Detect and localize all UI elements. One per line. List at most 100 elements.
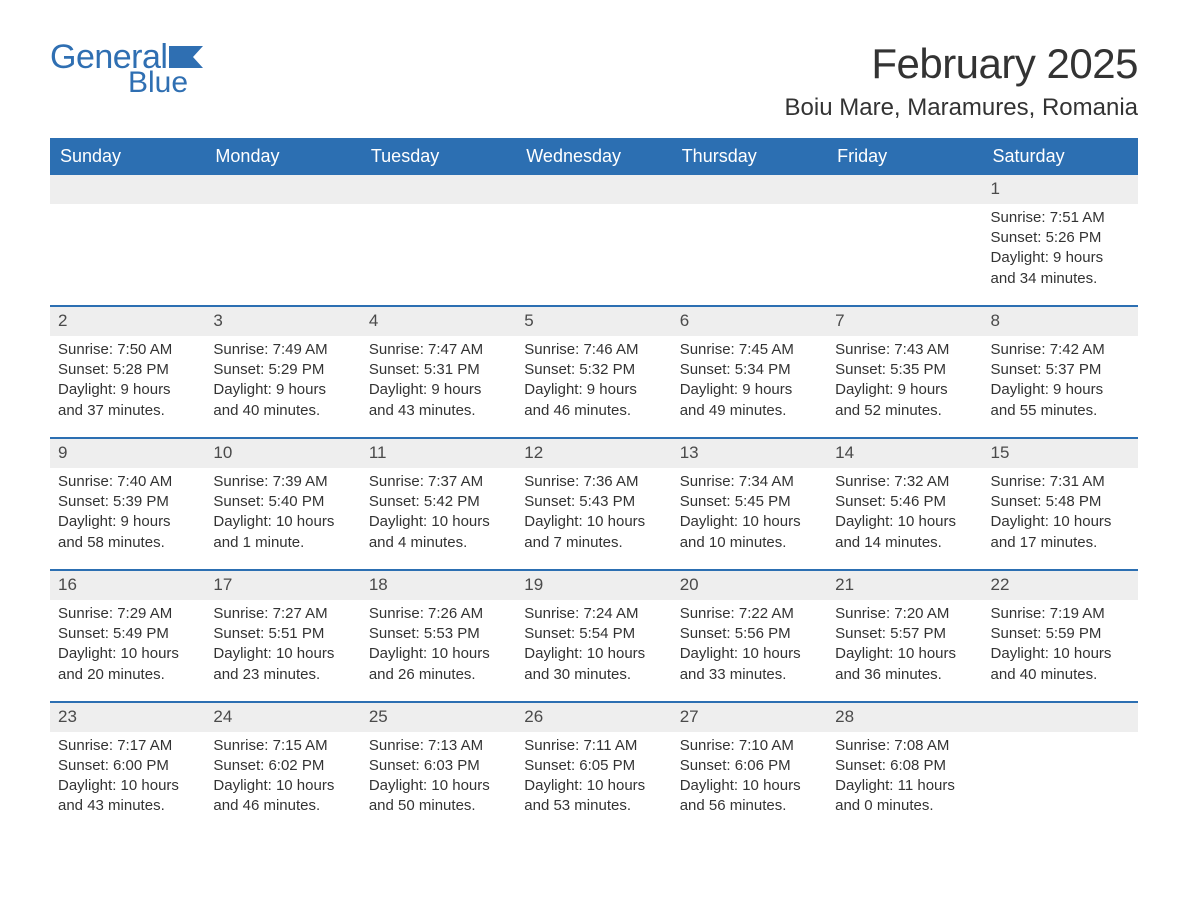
calendar-day-cell <box>983 703 1138 833</box>
day-number: 18 <box>361 571 516 600</box>
daylight-line: and 14 minutes. <box>835 533 974 553</box>
daylight-line: and 4 minutes. <box>369 533 508 553</box>
sunset-line: Sunset: 5:56 PM <box>680 624 819 644</box>
day-number: 6 <box>672 307 827 336</box>
calendar-day-cell: 28Sunrise: 7:08 AMSunset: 6:08 PMDayligh… <box>827 703 982 833</box>
logo-text-blue: Blue <box>128 68 203 98</box>
sunrise-line: Sunrise: 7:34 AM <box>680 472 819 492</box>
flag-icon <box>169 46 203 68</box>
daylight-line: and 10 minutes. <box>680 533 819 553</box>
calendar-header-cell: Friday <box>827 138 982 175</box>
daylight-line: Daylight: 10 hours <box>213 776 352 796</box>
sunrise-line: Sunrise: 7:11 AM <box>524 736 663 756</box>
sunrise-line: Sunrise: 7:32 AM <box>835 472 974 492</box>
daylight-line: Daylight: 11 hours <box>835 776 974 796</box>
day-number: 25 <box>361 703 516 732</box>
calendar-day-cell: 21Sunrise: 7:20 AMSunset: 5:57 PMDayligh… <box>827 571 982 701</box>
calendar-header-cell: Sunday <box>50 138 205 175</box>
sunrise-line: Sunrise: 7:50 AM <box>58 340 197 360</box>
sunrise-line: Sunrise: 7:37 AM <box>369 472 508 492</box>
calendar-day-cell: 25Sunrise: 7:13 AMSunset: 6:03 PMDayligh… <box>361 703 516 833</box>
calendar-day-cell: 5Sunrise: 7:46 AMSunset: 5:32 PMDaylight… <box>516 307 671 437</box>
sunrise-line: Sunrise: 7:43 AM <box>835 340 974 360</box>
daylight-line: and 34 minutes. <box>991 269 1130 289</box>
calendar-day-cell: 22Sunrise: 7:19 AMSunset: 5:59 PMDayligh… <box>983 571 1138 701</box>
day-number <box>516 175 671 204</box>
calendar-week: 2 Sunrise: 7:50 AMSunset: 5:28 PM Daylight… <box>50 305 1138 437</box>
calendar-day-cell: 13Sunrise: 7:34 AMSunset: 5:45 PMDayligh… <box>672 439 827 569</box>
calendar-day-cell: 12Sunrise: 7:36 AMSunset: 5:43 PMDayligh… <box>516 439 671 569</box>
day-number: 16 <box>50 571 205 600</box>
daylight-line: and 1 minute. <box>213 533 352 553</box>
daylight-line: and 37 minutes. <box>58 401 197 421</box>
daylight-line: Daylight: 10 hours <box>991 512 1130 532</box>
calendar-day-cell: 16Sunrise: 7:29 AMSunset: 5:49 PMDayligh… <box>50 571 205 701</box>
day-number: 19 <box>516 571 671 600</box>
sunset-line: Sunset: 5:32 PM <box>524 360 663 380</box>
day-number: 24 <box>205 703 360 732</box>
sunrise-line: Sunrise: 7:40 AM <box>58 472 197 492</box>
sunset-line: Sunset: 6:08 PM <box>835 756 974 776</box>
day-number: 4 <box>361 307 516 336</box>
daylight-line: and 58 minutes. <box>58 533 197 553</box>
day-number: 9 <box>50 439 205 468</box>
daylight-line: Daylight: 10 hours <box>835 512 974 532</box>
day-number <box>205 175 360 204</box>
daylight-line: and 26 minutes. <box>369 665 508 685</box>
sunset-line: Sunset: 5:54 PM <box>524 624 663 644</box>
logo: General Blue <box>50 40 203 98</box>
daylight-line: Daylight: 10 hours <box>524 776 663 796</box>
daylight-line: Daylight: 10 hours <box>680 644 819 664</box>
daylight-line: and 55 minutes. <box>991 401 1130 421</box>
sunset-line: Sunset: 5:31 PM <box>369 360 508 380</box>
day-number: 27 <box>672 703 827 732</box>
calendar-header-row: SundayMondayTuesdayWednesdayThursdayFrid… <box>50 138 1138 175</box>
daylight-line: and 56 minutes. <box>680 796 819 816</box>
day-number: 8 <box>983 307 1138 336</box>
calendar-day-cell: 1Sunrise: 7:51 AMSunset: 5:26 PMDaylight… <box>983 175 1138 305</box>
day-number: 28 <box>827 703 982 732</box>
calendar-day-cell: 14Sunrise: 7:32 AMSunset: 5:46 PMDayligh… <box>827 439 982 569</box>
day-number: 2 <box>50 307 205 336</box>
daylight-line: Daylight: 10 hours <box>58 644 197 664</box>
sunrise-line: Sunrise: 7:51 AM <box>991 208 1130 228</box>
calendar-day-cell: 11Sunrise: 7:37 AMSunset: 5:42 PMDayligh… <box>361 439 516 569</box>
daylight-line: Daylight: 10 hours <box>680 512 819 532</box>
daylight-line: and 52 minutes. <box>835 401 974 421</box>
day-number <box>361 175 516 204</box>
sunrise-line: Sunrise: 7:20 AM <box>835 604 974 624</box>
sunrise-line: Sunrise: 7:22 AM <box>680 604 819 624</box>
sunset-line: Sunset: 5:26 PM <box>991 228 1130 248</box>
sunrise-line: Sunrise: 7:17 AM <box>58 736 197 756</box>
sunrise-line: Sunrise: 7:10 AM <box>680 736 819 756</box>
day-number: 15 <box>983 439 1138 468</box>
sunset-line: Sunset: 5:34 PM <box>680 360 819 380</box>
calendar-week: 16Sunrise: 7:29 AMSunset: 5:49 PMDayligh… <box>50 569 1138 701</box>
daylight-line: and 40 minutes. <box>213 401 352 421</box>
sunset-line: Sunset: 6:02 PM <box>213 756 352 776</box>
sunset-line: Sunset: 6:05 PM <box>524 756 663 776</box>
day-number: 21 <box>827 571 982 600</box>
day-number: 11 <box>361 439 516 468</box>
daylight-line: Daylight: 9 hours <box>680 380 819 400</box>
daylight-line: Daylight: 10 hours <box>58 776 197 796</box>
daylight-line: Daylight: 10 hours <box>680 776 819 796</box>
day-number: 12 <box>516 439 671 468</box>
location-title: Boiu Mare, Maramures, Romania <box>785 94 1138 122</box>
sunrise-line: Sunrise: 7:19 AM <box>991 604 1130 624</box>
sunrise-line: Sunrise: 7:45 AM <box>680 340 819 360</box>
sunrise-line: Sunrise: 7:27 AM <box>213 604 352 624</box>
calendar-day-cell: 10Sunrise: 7:39 AMSunset: 5:40 PMDayligh… <box>205 439 360 569</box>
calendar-header-cell: Monday <box>205 138 360 175</box>
calendar-day-cell: 27Sunrise: 7:10 AMSunset: 6:06 PMDayligh… <box>672 703 827 833</box>
sunset-line: Sunset: 5:45 PM <box>680 492 819 512</box>
day-number: 22 <box>983 571 1138 600</box>
sunset-line: Sunset: 5:28 PM <box>58 360 197 380</box>
calendar-header-cell: Saturday <box>983 138 1138 175</box>
sunset-line: Sunset: 5:49 PM <box>58 624 197 644</box>
day-number: 1 <box>983 175 1138 204</box>
daylight-line: Daylight: 10 hours <box>369 512 508 532</box>
day-number <box>983 703 1138 732</box>
sunrise-line: Sunrise: 7:49 AM <box>213 340 352 360</box>
sunrise-line: Sunrise: 7:13 AM <box>369 736 508 756</box>
